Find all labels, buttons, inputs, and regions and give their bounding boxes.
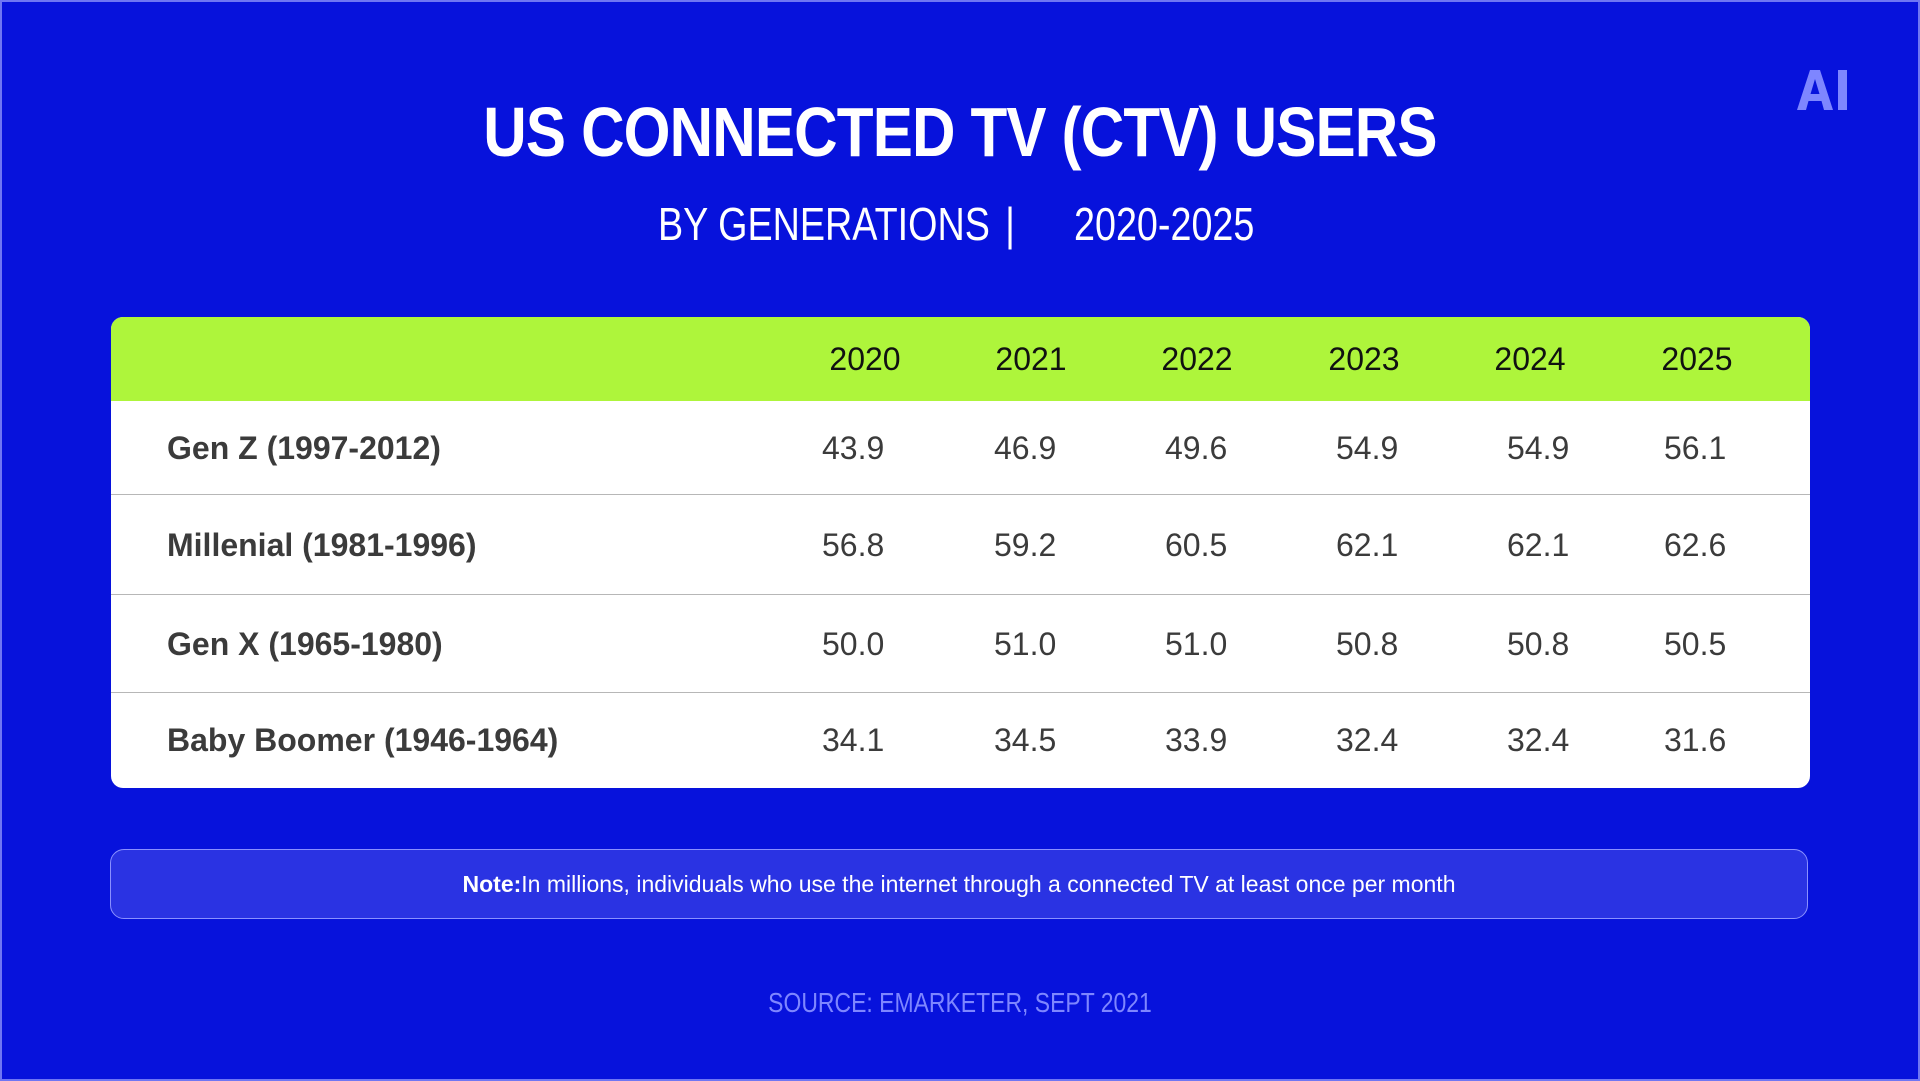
table-cell: 51.0: [994, 625, 1057, 662]
row-label: Millenial (1981-1996): [167, 526, 477, 563]
row-divider: [111, 594, 1810, 595]
table-cell: 51.0: [1165, 625, 1228, 662]
table-cell: 59.2: [994, 526, 1057, 563]
ai-logo-icon: [1797, 70, 1847, 110]
row-divider: [111, 692, 1810, 693]
table-cell: 56.8: [822, 526, 885, 563]
row-label: Gen Z (1997-2012): [167, 429, 441, 466]
table-cell: 33.9: [1165, 722, 1228, 758]
table-cell: 34.5: [994, 722, 1057, 758]
table-row: Gen Z (1997-2012) 43.9 46.9 49.6 54.9 54.9 56.…: [111, 401, 1810, 495]
subtitle-generations: BY GENERATIONS: [658, 198, 990, 250]
column-header-2025: 2025: [1661, 341, 1733, 377]
table-cell: 43.9: [822, 429, 885, 466]
table-cell: 60.5: [1165, 526, 1228, 563]
table-cell: 49.6: [1165, 429, 1228, 466]
table-cell: 50.8: [1507, 625, 1570, 662]
row-divider: [111, 494, 1810, 495]
note-text: In millions, individuals who use the int…: [521, 871, 1456, 897]
row-label: Gen X (1965-1980): [167, 625, 443, 662]
table-row: Baby Boomer (1946-1964) 34.1 34.5 33.9 32.4 3…: [111, 693, 1810, 788]
table-row: Gen X (1965-1980) 50.0 51.0 51.0 50.8 50.8 50.…: [111, 595, 1810, 693]
subtitle-years: 2020-2025: [1074, 198, 1255, 250]
table-cell: 32.4: [1507, 722, 1570, 758]
column-header-2023: 2023: [1328, 341, 1400, 377]
column-header-2021: 2021: [995, 341, 1067, 377]
table-row: Millenial (1981-1996) 56.8 59.2 60.5 62.1 62.…: [111, 495, 1810, 595]
table-cell: 54.9: [1336, 429, 1399, 466]
subtitle-separator: |: [1005, 198, 1015, 250]
row-label: Baby Boomer (1946-1964): [167, 722, 559, 758]
note-label: Note:: [462, 871, 522, 897]
table-cell: 34.1: [822, 722, 885, 758]
table-cell: 62.6: [1664, 526, 1727, 563]
column-header-2020: 2020: [829, 341, 901, 377]
table-cell: 50.5: [1664, 625, 1727, 662]
table-cell: 56.1: [1664, 429, 1727, 466]
table-cell: 46.9: [994, 429, 1057, 466]
table-cell: 62.1: [1507, 526, 1570, 563]
page-title: US CONNECTED TV (CTV) USERS: [483, 93, 1437, 171]
table-cell: 32.4: [1336, 722, 1399, 758]
column-header-2024: 2024: [1494, 341, 1566, 377]
table-header: 2020 2021 2022 2023 2024 2025: [111, 317, 1810, 401]
table-cell: 54.9: [1507, 429, 1570, 466]
column-header-2022: 2022: [1161, 341, 1233, 377]
table-cell: 50.8: [1336, 625, 1399, 662]
note-box: Note:In millions, individuals who use th…: [110, 849, 1808, 919]
source-credit: SOURCE: EMARKETER, SEPT 2021: [768, 987, 1152, 1018]
table-cell: 50.0: [822, 625, 885, 662]
table-cell: 31.6: [1664, 722, 1727, 758]
table-cell: 62.1: [1336, 526, 1399, 563]
data-table: 2020 2021 2022 2023 2024 2025 Gen Z (1997-201…: [111, 317, 1810, 788]
